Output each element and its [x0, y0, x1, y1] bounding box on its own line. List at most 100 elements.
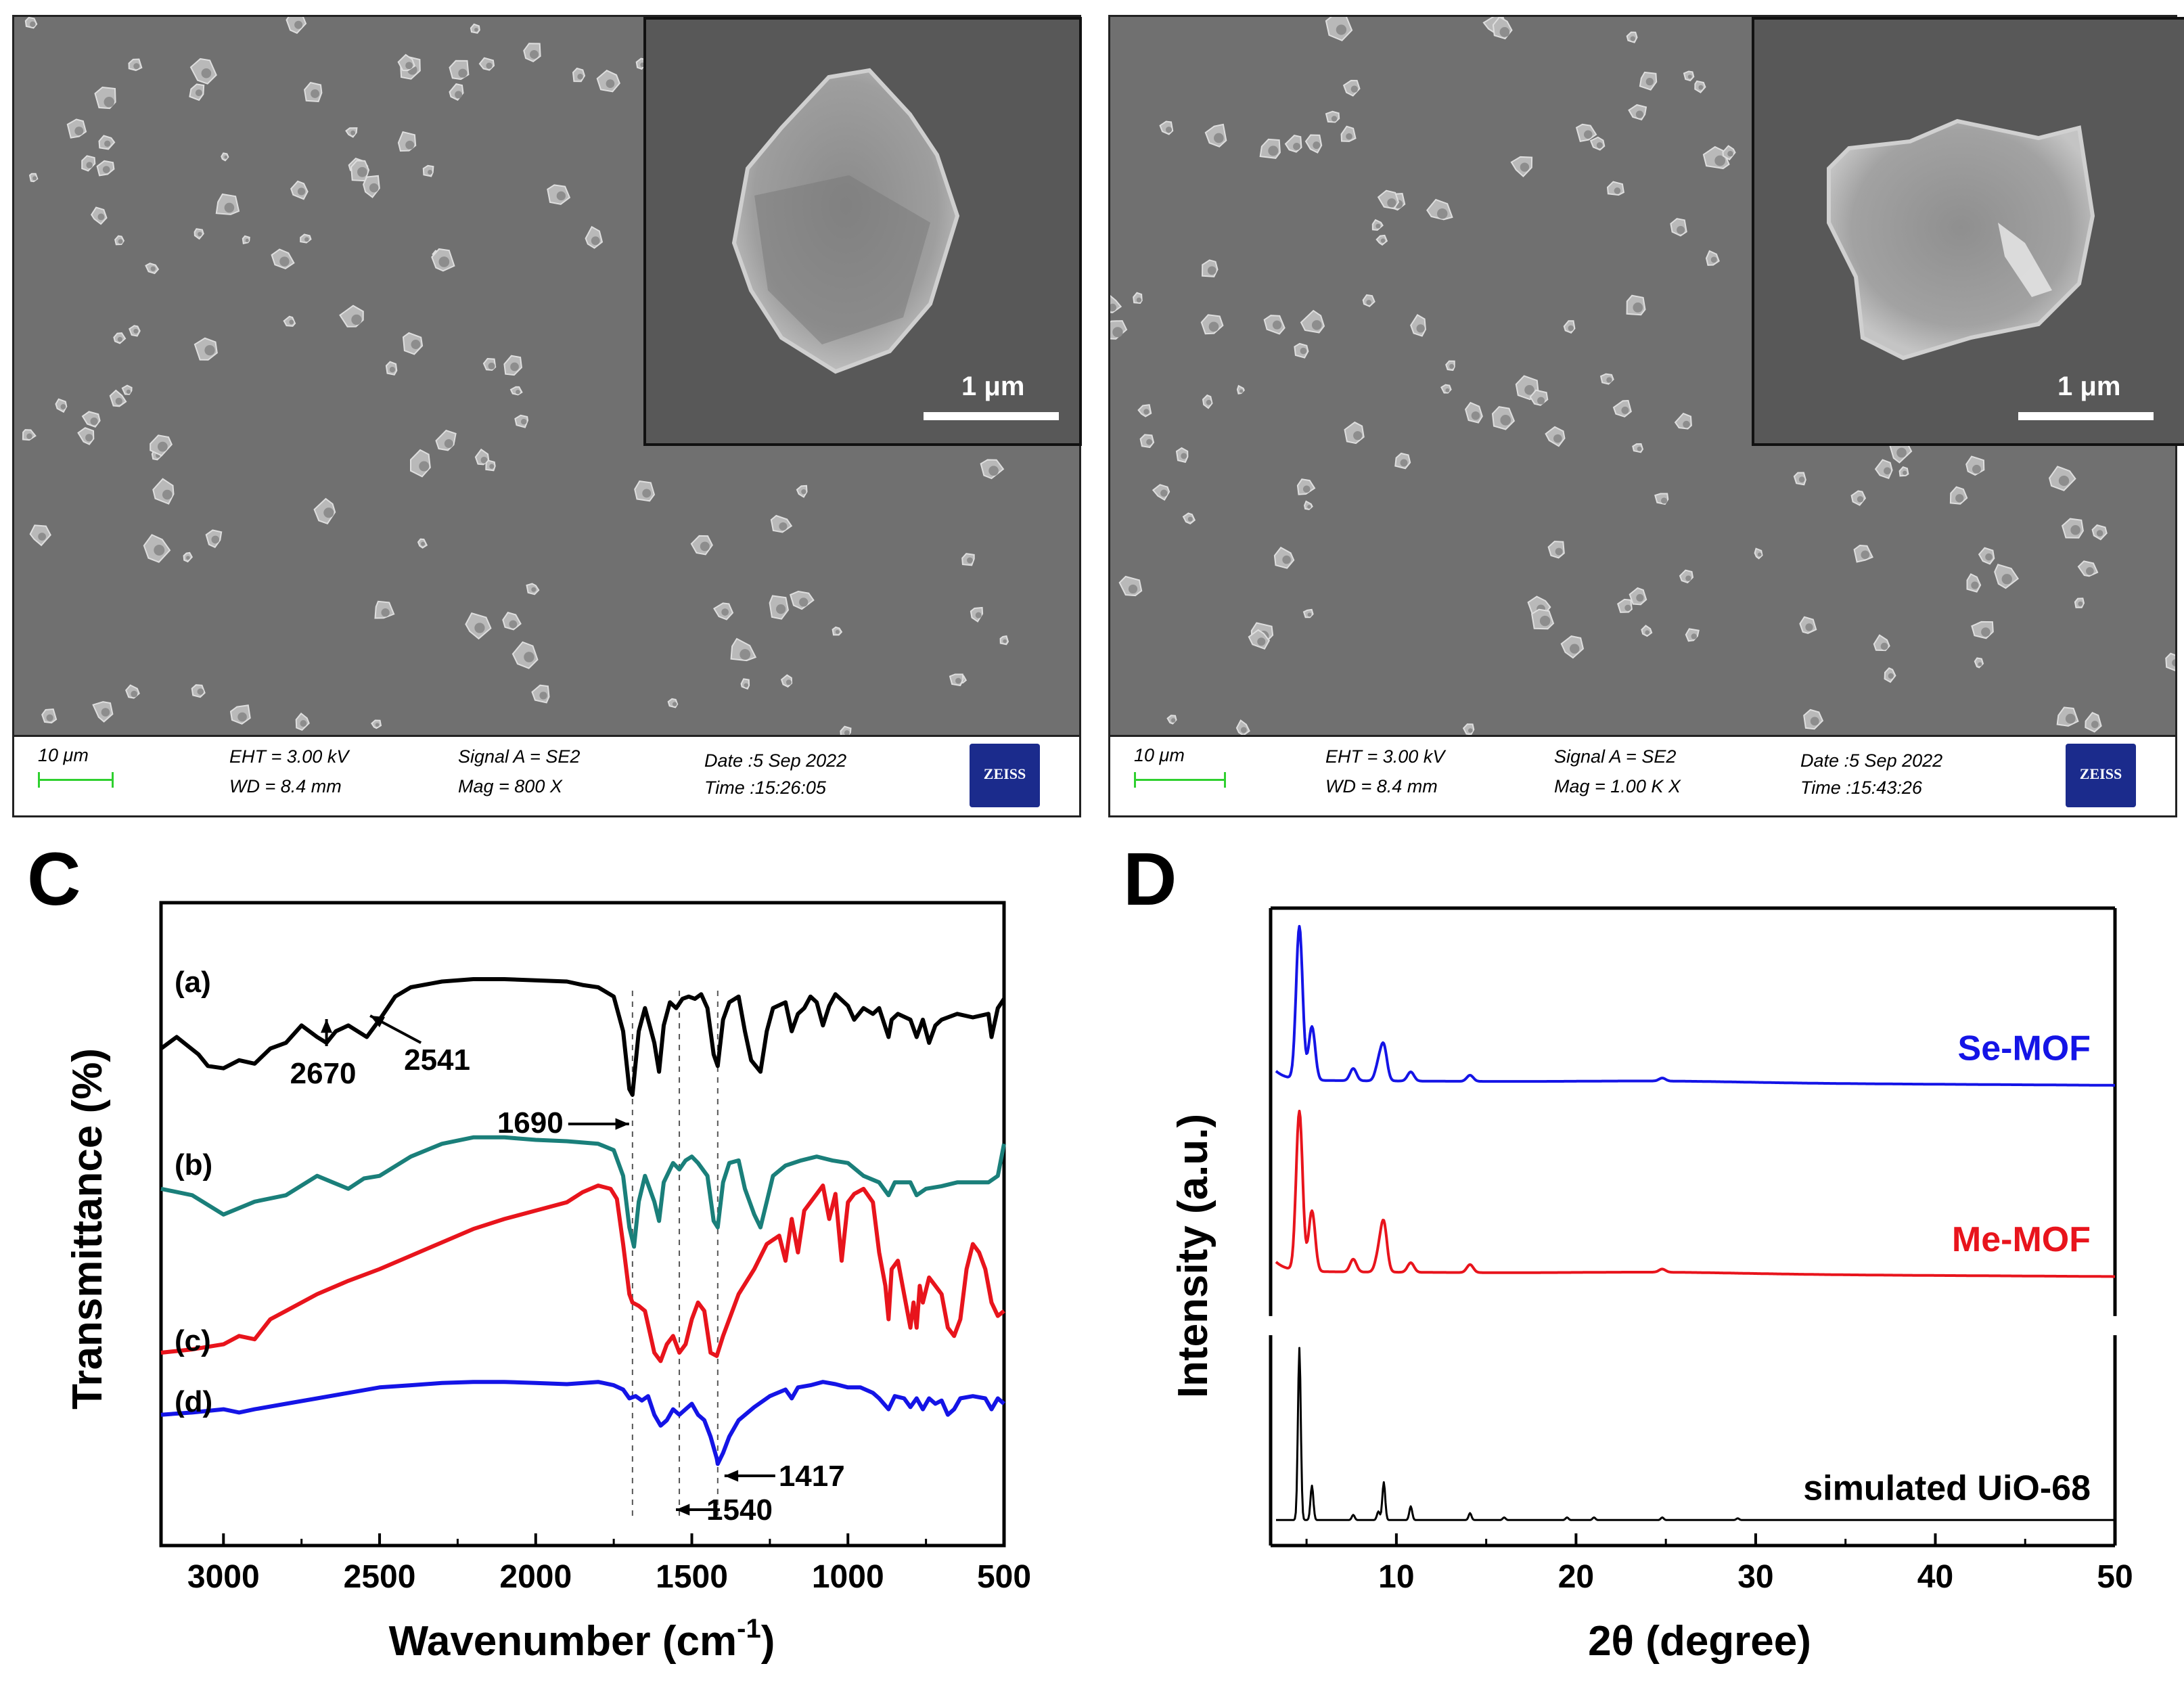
sem-particle	[1110, 294, 1122, 313]
signal-b: Signal A = SE2	[1554, 746, 1677, 767]
sem-particle	[2056, 706, 2079, 727]
sem-particle	[1575, 123, 1597, 142]
sem-particle	[385, 361, 398, 376]
sem-particle	[789, 590, 815, 610]
sem-particle	[1679, 569, 1694, 584]
eht-b: EHT = 3.00 kV	[1325, 746, 1445, 767]
panel-letter-c: C	[27, 838, 81, 921]
sem-particle	[2061, 518, 2084, 539]
scale-bar-10um-b	[1134, 772, 1226, 788]
ftir-series-label: (b)	[175, 1148, 212, 1181]
panel-letter-d: D	[1123, 838, 1177, 921]
sem-particle	[397, 53, 416, 72]
sem-particle	[125, 684, 140, 699]
info-bar-a: 10 μm EHT = 3.00 kV WD = 8.4 mm Signal A…	[12, 735, 1081, 817]
inset-scale-bar-a	[924, 412, 1059, 420]
sem-particle	[81, 411, 101, 428]
sem-particle	[999, 635, 1009, 646]
ftir-x-label-main: Wavenumber (cm	[389, 1618, 737, 1665]
sem-particle	[690, 535, 713, 556]
xrd-series-simulated-uio-68	[1275, 1347, 2116, 1521]
xrd-x-tick-label: 50	[2097, 1559, 2133, 1595]
ftir-x-label-end: )	[761, 1618, 775, 1665]
svg-text:1690: 1690	[497, 1106, 564, 1140]
sem-particle	[242, 235, 250, 245]
sem-particle	[1235, 719, 1250, 736]
sem-particle	[1159, 120, 1174, 135]
sem-particle	[509, 386, 523, 396]
sem-particle	[66, 118, 87, 139]
sem-particle	[713, 602, 734, 621]
eht-a: EHT = 3.00 kV	[229, 746, 349, 767]
sem-particle	[503, 355, 522, 376]
sem-particle	[1966, 573, 1982, 593]
sem-particle	[1884, 667, 1896, 683]
sem-particle	[55, 398, 68, 413]
sem-particle	[769, 595, 789, 620]
sem-particle	[2165, 652, 2175, 671]
info-bar-b: 10 μm EHT = 3.00 kV WD = 8.4 mm Signal A…	[1108, 735, 2177, 817]
xrd-x-label: 2θ (degree)	[1588, 1618, 1811, 1665]
sem-particle	[143, 534, 171, 563]
sem-particle	[1978, 547, 1995, 565]
sem-particle	[1375, 234, 1388, 246]
ftir-annotation-1690: 1690	[497, 1106, 629, 1140]
sem-particle	[363, 175, 380, 198]
sem-particle	[1248, 629, 1270, 650]
svg-text:2670: 2670	[290, 1057, 357, 1090]
sem-particle	[1629, 587, 1647, 606]
sem-particle	[1683, 70, 1695, 82]
sem-particle	[474, 448, 490, 466]
sem-particle	[1898, 466, 1909, 477]
sem-inset-a: 1 μm	[643, 17, 1082, 446]
sem-particle	[1304, 134, 1323, 154]
xrd-y-label: Intensity (a.u.)	[1170, 1114, 1216, 1398]
sem-particle	[1850, 490, 1867, 506]
sem-particle	[1874, 459, 1893, 480]
sem-particle	[531, 684, 550, 704]
sem-particle	[1599, 373, 1614, 385]
sem-particle	[1236, 384, 1245, 395]
ftir-x-label-sup: -1	[737, 1614, 761, 1644]
ftir-chart: (a) (b) (c) (d) 3000 2500 2000 1500 1000 500 267…	[64, 901, 1031, 1665]
zeiss-logo-a: ZEISS	[970, 744, 1040, 807]
sem-particle	[1263, 315, 1286, 335]
ftir-x-tick-label: 3000	[187, 1559, 260, 1595]
ftir-plot-frame	[159, 901, 1006, 1548]
sem-particle	[1182, 512, 1196, 524]
sem-particle	[24, 17, 38, 29]
sem-particle	[780, 674, 793, 688]
sem-particle	[271, 248, 295, 270]
sem-particle	[1325, 110, 1340, 123]
ftir-series-label: (a)	[175, 966, 211, 999]
sem-particle	[121, 384, 133, 395]
sem-particle	[1628, 104, 1647, 120]
sem-particle	[1694, 80, 1706, 93]
sem-particle	[1803, 708, 1824, 730]
xrd-series-label: Se-MOF	[1958, 1029, 2091, 1068]
sem-particle	[1259, 138, 1281, 159]
sem-particle	[1410, 314, 1426, 337]
sem-image-a	[12, 15, 1081, 739]
ftir-x-label: Wavenumber (cm-1)	[389, 1614, 775, 1665]
sem-particle	[1589, 136, 1606, 151]
sem-particle	[286, 17, 307, 35]
date-b: Date :5 Sep 2022	[1800, 750, 1943, 771]
sem-inset-b: 1 μm	[1752, 17, 2184, 446]
sem-particle	[98, 135, 116, 150]
sem-particle	[1201, 259, 1219, 277]
sem-particle	[1606, 181, 1625, 196]
sem-particle	[410, 449, 431, 478]
sem-particle	[2077, 560, 2099, 577]
sem-particle	[1674, 412, 1692, 430]
xrd-series-me-mof	[1275, 1110, 2116, 1278]
sem-particle	[514, 414, 529, 428]
sem-particle	[1547, 541, 1565, 559]
sem-particle	[1175, 447, 1189, 464]
sem-particle	[28, 173, 39, 183]
sem-particle	[94, 86, 116, 110]
sem-particle	[667, 698, 679, 708]
sem-particle	[22, 429, 37, 441]
signal-a: Signal A = SE2	[458, 746, 581, 767]
